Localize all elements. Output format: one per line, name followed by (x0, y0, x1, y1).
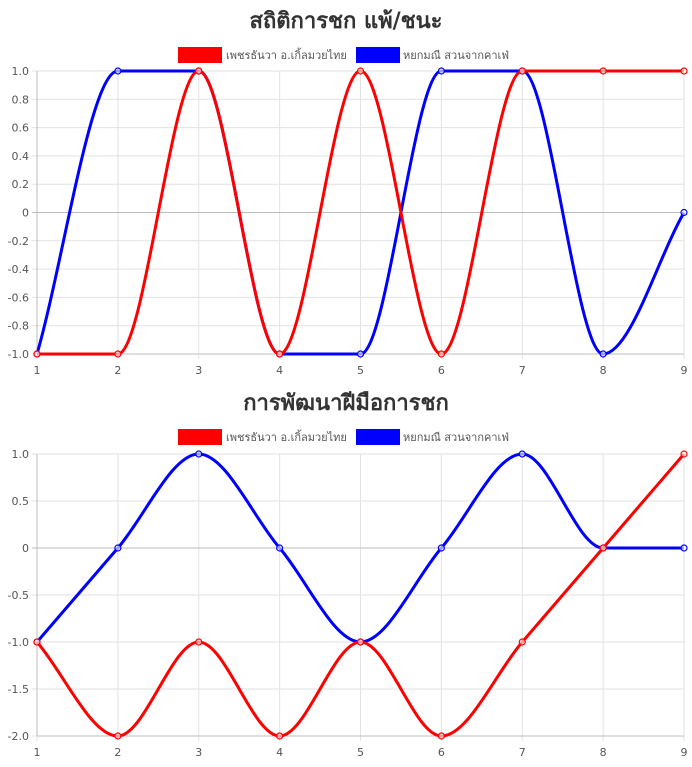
y-tick-label: 0.8 (12, 93, 30, 106)
x-tick-label: 4 (276, 364, 283, 377)
data-point[interactable] (680, 208, 688, 217)
data-point[interactable] (599, 544, 607, 552)
y-tick-label: 0.2 (12, 178, 30, 191)
legend-swatch (178, 429, 222, 445)
x-tick-label: 9 (681, 364, 688, 377)
legend-swatch (178, 47, 222, 63)
legend-swatch (356, 47, 400, 63)
x-tick-label: 8 (600, 364, 607, 377)
chart-skill-development: การพัฒนาฝีมือการชก เพชรธันวา อ.เกิ้ลมวยไ… (8, 391, 688, 759)
data-point[interactable] (276, 544, 284, 552)
data-point[interactable] (195, 67, 203, 75)
data-point[interactable] (114, 67, 122, 75)
x-tick-label: 2 (114, 364, 121, 377)
legend-item[interactable]: เพชรธันวา อ.เกิ้ลมวยไทย (178, 47, 347, 63)
y-axis: 1.0 0.5 0 -0.5 -1.0 -1.5 -2.0 (8, 448, 29, 743)
data-point[interactable] (114, 732, 122, 740)
x-tick-label: 7 (519, 364, 526, 377)
data-point[interactable] (680, 544, 688, 552)
data-point[interactable] (599, 67, 607, 75)
y-tick-label: 0 (22, 207, 29, 220)
data-point[interactable] (599, 350, 607, 358)
series-0 (33, 450, 688, 740)
x-tick-label: 1 (34, 746, 41, 759)
chart-win-loss: สถิติการชก แพ้/ชนะ เพชรธันวา อ.เกิ้ลมวยไ… (8, 9, 688, 377)
data-point[interactable] (356, 67, 365, 75)
data-point[interactable] (518, 638, 526, 646)
x-tick-label: 4 (276, 746, 283, 759)
y-axis: 1.0 0.8 0.6 0.4 0.2 0 -0.2 -0.4 -0.6 -0.8 -1.0 (8, 65, 29, 361)
y-tick-label: -1.0 (8, 348, 29, 361)
data-point[interactable] (518, 450, 526, 458)
legend[interactable]: เพชรธันวา อ.เกิ้ลมวยไทย หยกมณี สวนจากคาเ… (178, 429, 509, 445)
series-line (35, 69, 686, 356)
y-tick-label: 1.0 (12, 65, 30, 78)
x-tick-label: 6 (438, 364, 445, 377)
data-point[interactable] (114, 350, 122, 358)
x-tick-label: 3 (195, 746, 202, 759)
chart-title: การพัฒนาฝีมือการชก (243, 391, 449, 416)
legend-label: หยกมณี สวนจากคาเฟ่ (403, 49, 509, 62)
legend-item[interactable]: หยกมณี สวนจากคาเฟ่ (356, 429, 509, 445)
y-tick-label: -0.6 (8, 291, 29, 304)
legend-item[interactable]: เพชรธันวา อ.เกิ้ลมวยไทย (178, 429, 347, 445)
data-point[interactable] (356, 350, 365, 358)
data-point[interactable] (680, 67, 688, 75)
grid (32, 70, 685, 359)
data-point[interactable] (33, 350, 41, 358)
x-tick-label: 6 (438, 746, 445, 759)
data-point[interactable] (114, 544, 122, 552)
y-tick-label: -2.0 (8, 730, 29, 743)
data-point[interactable] (437, 350, 445, 358)
data-point[interactable] (195, 638, 203, 646)
data-point[interactable] (33, 638, 41, 646)
y-tick-label: 0.5 (12, 495, 30, 508)
data-point[interactable] (680, 450, 688, 458)
y-tick-label: 1.0 (12, 448, 30, 461)
y-tick-label: -0.8 (8, 320, 29, 333)
x-axis: 1 2 3 4 5 6 7 8 9 (34, 746, 688, 759)
x-tick-label: 5 (357, 746, 364, 759)
y-tick-label: -1.5 (8, 683, 29, 696)
data-point[interactable] (276, 350, 284, 358)
series-layer (33, 67, 688, 358)
data-point[interactable] (437, 544, 445, 552)
series-layer (33, 450, 688, 740)
data-point[interactable] (276, 732, 284, 740)
x-tick-label: 3 (195, 364, 202, 377)
legend-item[interactable]: หยกมณี สวนจากคาเฟ่ (356, 47, 509, 63)
data-point[interactable] (518, 67, 526, 75)
legend-label: หยกมณี สวนจากคาเฟ่ (403, 431, 509, 444)
x-tick-label: 1 (34, 364, 41, 377)
x-tick-label: 7 (519, 746, 526, 759)
x-tick-label: 2 (114, 746, 121, 759)
series-0 (33, 67, 688, 358)
x-tick-label: 9 (681, 746, 688, 759)
data-point[interactable] (356, 638, 365, 646)
x-tick-label: 8 (600, 746, 607, 759)
data-point[interactable] (437, 732, 445, 740)
y-tick-label: -1.0 (8, 636, 29, 649)
legend-label: เพชรธันวา อ.เกิ้ลมวยไทย (226, 429, 347, 444)
y-tick-label: -0.2 (8, 235, 29, 248)
legend-swatch (356, 429, 400, 445)
y-tick-label: -0.4 (8, 263, 29, 276)
legend-label: เพชรธันวา อ.เกิ้ลมวยไทย (226, 47, 347, 62)
y-tick-label: 0.4 (12, 150, 30, 163)
chart-title: สถิติการชก แพ้/ชนะ (250, 9, 443, 34)
data-point[interactable] (195, 450, 203, 458)
grid (32, 453, 685, 741)
data-point[interactable] (437, 67, 445, 75)
y-tick-label: -0.5 (8, 589, 29, 602)
y-tick-label: 0 (22, 542, 29, 555)
y-tick-label: 0.6 (12, 122, 30, 135)
legend[interactable]: เพชรธันวา อ.เกิ้ลมวยไทย หยกมณี สวนจากคาเ… (178, 47, 509, 63)
x-tick-label: 5 (357, 364, 364, 377)
x-axis: 1 2 3 4 5 6 7 8 9 (34, 364, 688, 377)
